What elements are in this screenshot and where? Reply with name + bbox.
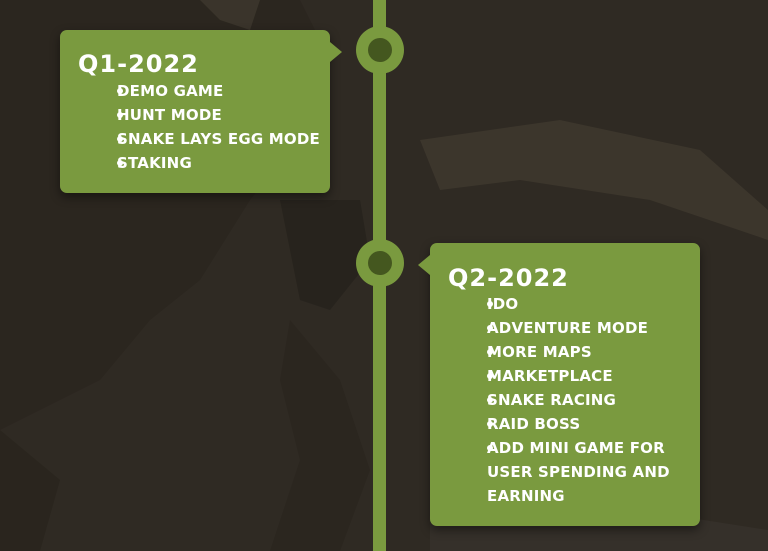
list-item: IDO — [466, 292, 692, 316]
timeline-node-dot — [368, 38, 392, 62]
roadmap-card-q2: Q2-2022 IDO ADVENTURE MODE MORE MAPS MAR… — [418, 243, 700, 526]
list-item: SNAKE LAYS EGG MODE — [96, 127, 330, 151]
quarter-title: Q2-2022 — [448, 264, 569, 292]
list-item: MORE MAPS — [466, 340, 692, 364]
milestone-list: IDO ADVENTURE MODE MORE MAPS MARKETPLACE… — [466, 292, 692, 508]
roadmap-card-q1: Q1-2022 DEMO GAME HUNT MODE SNAKE LAYS E… — [60, 30, 342, 193]
timeline-node-q1 — [356, 26, 404, 74]
list-item: ADD MINI GAME FOR USER SPENDING AND EARN… — [466, 436, 692, 508]
list-item: HUNT MODE — [96, 103, 330, 127]
list-item: ADVENTURE MODE — [466, 316, 692, 340]
timeline-node-dot — [368, 251, 392, 275]
list-item: RAID BOSS — [466, 412, 692, 436]
list-item: MARKETPLACE — [466, 364, 692, 388]
timeline-node-q2 — [356, 239, 404, 287]
quarter-title: Q1-2022 — [78, 50, 199, 78]
milestone-list: DEMO GAME HUNT MODE SNAKE LAYS EGG MODE … — [96, 79, 330, 175]
card-pointer-arrow — [418, 255, 430, 275]
list-item: STAKING — [96, 151, 330, 175]
list-item: DEMO GAME — [96, 79, 330, 103]
card-pointer-arrow — [330, 42, 342, 62]
list-item: SNAKE RACING — [466, 388, 692, 412]
